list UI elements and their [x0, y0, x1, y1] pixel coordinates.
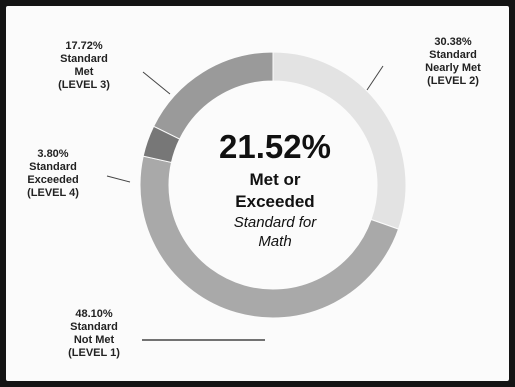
label-level-3-line-3: (LEVEL 3)	[58, 79, 110, 91]
label-level-4-line-3: (LEVEL 4)	[27, 187, 79, 199]
label-level-4: 3.80% Standard Exceeded (LEVEL 4)	[8, 148, 98, 200]
label-level-1-line-2: Not Met	[73, 334, 115, 346]
center-line-4: Math	[258, 233, 292, 250]
leader-line-level-4	[106, 175, 131, 183]
leader-line-level-3	[142, 71, 171, 95]
label-level-4-line-1: Standard	[29, 161, 77, 173]
label-level-1-line-3: (LEVEL 1)	[68, 347, 120, 359]
center-line-3: Standard for	[233, 214, 317, 231]
donut-segments	[139, 51, 407, 319]
center-line-2: Exceeded	[235, 192, 315, 211]
label-level-2-line-2: Nearly Met	[425, 62, 481, 74]
label-level-2-line-3: (LEVEL 2)	[427, 75, 479, 87]
label-level-2-value: 30.38%	[434, 36, 472, 48]
label-level-2: 30.38% Standard Nearly Met (LEVEL 2)	[398, 36, 508, 88]
donut-segment-level-3	[153, 51, 274, 140]
label-level-2-line-1: Standard	[429, 49, 477, 61]
center-line-1: Met or	[249, 170, 301, 189]
label-level-4-value: 3.80%	[37, 148, 69, 160]
label-level-4-line-2: Exceeded	[27, 174, 79, 186]
label-level-1: 48.10% Standard Not Met (LEVEL 1)	[44, 308, 144, 360]
label-level-3-line-1: Standard	[60, 53, 108, 65]
label-level-3-line-2: Met	[74, 66, 94, 78]
leader-line-level-2	[366, 65, 384, 91]
donut-center-text: 21.52% Met or Exceeded Standard for Math	[195, 128, 355, 251]
label-level-3-value: 17.72%	[65, 40, 103, 52]
label-level-3: 17.72% Standard Met (LEVEL 3)	[34, 40, 134, 92]
donut-segment-level-1	[139, 155, 400, 319]
label-level-1-value: 48.10%	[75, 308, 113, 320]
leader-lines	[106, 65, 384, 341]
label-level-1-line-1: Standard	[70, 321, 118, 333]
center-percentage: 21.52%	[219, 128, 331, 165]
